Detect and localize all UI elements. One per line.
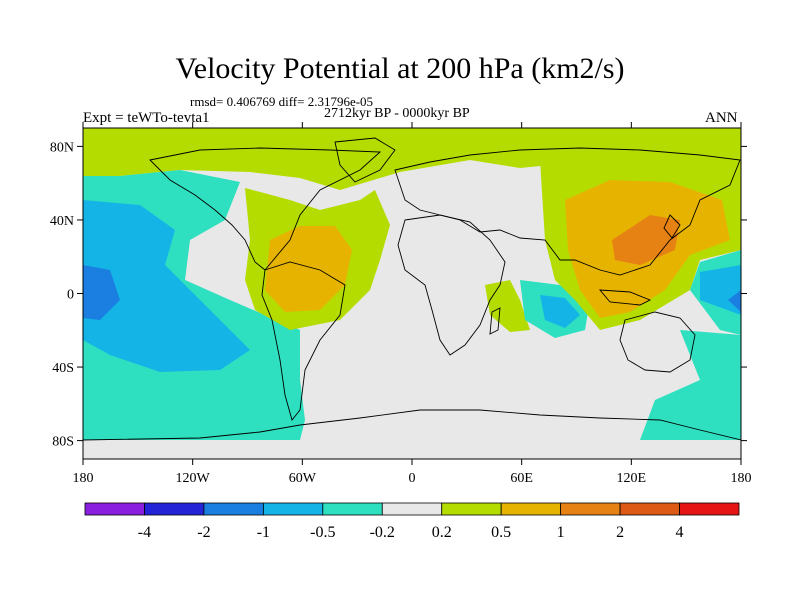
south-pacific-negative-light xyxy=(640,330,741,440)
asia-positive-high xyxy=(612,215,680,265)
latitude-axis: 80N 40N 0 40S 80S xyxy=(50,140,747,450)
lon-tick-label: 120W xyxy=(176,471,211,486)
lat-tick-label: 0 xyxy=(67,288,74,303)
lon-tick-label: 0 xyxy=(409,471,416,486)
colorbar-label: -1 xyxy=(257,524,270,541)
colorbar-label: 0.5 xyxy=(491,524,511,541)
colorbar-swatch xyxy=(322,502,383,516)
colorbar-swatch xyxy=(144,502,205,516)
season-label: ANN xyxy=(705,110,738,126)
colorbar-label: -4 xyxy=(138,524,151,541)
atlantic-positive-mid xyxy=(265,226,352,312)
lat-tick-label: 40S xyxy=(52,361,74,376)
colorbar: -4 -2 -1 -0.5 -0.2 0.2 0.5 1 2 4 xyxy=(84,502,740,541)
indian-negative-mid xyxy=(540,295,580,328)
coastlines xyxy=(83,137,741,459)
lon-tick-label: 180 xyxy=(73,471,94,486)
colorbar-label: 0.2 xyxy=(432,524,452,541)
chart-title: Velocity Potential at 200 hPa (km2/s) xyxy=(175,52,625,85)
period-label: 2712kyr BP - 0000kyr BP xyxy=(324,106,470,121)
colorbar-swatch xyxy=(560,502,621,516)
colorbar-swatch xyxy=(84,502,145,516)
lat-tick-label: 40N xyxy=(50,214,74,229)
lat-tick-label: 80N xyxy=(50,140,74,155)
colorbar-label: -2 xyxy=(197,524,210,541)
lon-tick-label: 60W xyxy=(289,471,317,486)
stats-line: rmsd= 0.406769 diff= 2.31796e-05 xyxy=(190,94,374,109)
contour-fill xyxy=(83,128,741,459)
colorbar-swatch xyxy=(262,502,324,516)
colorbar-label: 2 xyxy=(616,524,624,541)
colorbar-swatch xyxy=(203,502,264,516)
experiment-label: Expt = teWTo-tevta1 xyxy=(83,110,210,126)
longitude-axis: 180 120W 60W 0 60E 120E 180 xyxy=(73,122,752,486)
lat-tick-label: 80S xyxy=(52,435,74,450)
colorbar-label: 1 xyxy=(557,524,565,541)
lon-tick-label: 120E xyxy=(617,471,647,486)
west-pacific-negative-high xyxy=(83,265,120,320)
colorbar-swatch xyxy=(679,502,740,516)
colorbar-swatch xyxy=(500,502,562,516)
colorbar-swatch xyxy=(441,502,502,516)
lon-tick-label: 60E xyxy=(510,471,533,486)
arctic-positive xyxy=(83,128,741,190)
west-pacific-negative-mid xyxy=(83,200,250,372)
indian-positive-light xyxy=(485,280,530,332)
colorbar-label: 4 xyxy=(676,524,684,541)
colorbar-label: -0.2 xyxy=(370,524,395,541)
colorbar-swatch xyxy=(619,502,680,516)
colorbar-label: -0.5 xyxy=(310,524,335,541)
east-pacific-negative-high xyxy=(728,290,741,312)
colorbar-swatch xyxy=(381,502,443,516)
lon-tick-label: 180 xyxy=(731,471,752,486)
